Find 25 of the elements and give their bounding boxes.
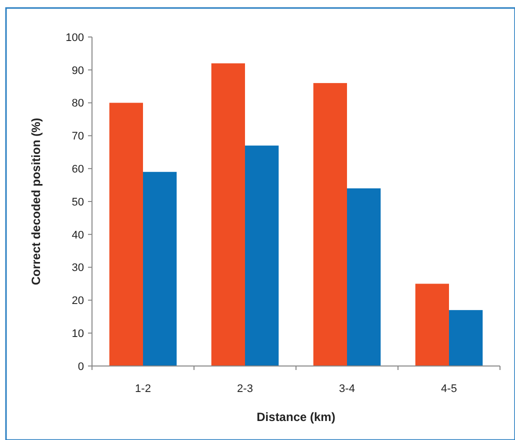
y-tick-label: 80 [72,98,84,110]
bar [415,284,449,366]
y-tick-label: 10 [72,328,84,340]
x-tick-label: 1-2 [135,383,151,395]
bar [313,83,347,366]
x-tick-label: 4-5 [441,383,457,395]
y-tick-label: 40 [72,229,84,242]
bar [449,310,483,366]
y-axis-title: Correct decoded position (%) [29,118,43,286]
y-tick-label: 20 [72,295,84,308]
y-tick-label: 70 [72,130,84,143]
y-tick-label: 90 [72,64,84,77]
bar [211,63,245,366]
bar [109,102,143,366]
x-tick-label: 3-4 [339,383,355,395]
x-axis-title: Distance (km) [256,410,336,424]
y-tick-label: 50 [72,196,84,208]
bar [245,146,279,366]
y-tick-label: 100 [66,32,84,44]
bar [347,188,381,366]
y-tick-label: 0 [78,360,84,373]
bar [143,172,177,366]
y-tick-label: 60 [72,163,84,176]
y-tick-label: 30 [72,262,84,274]
x-tick-label: 2-3 [237,383,253,395]
